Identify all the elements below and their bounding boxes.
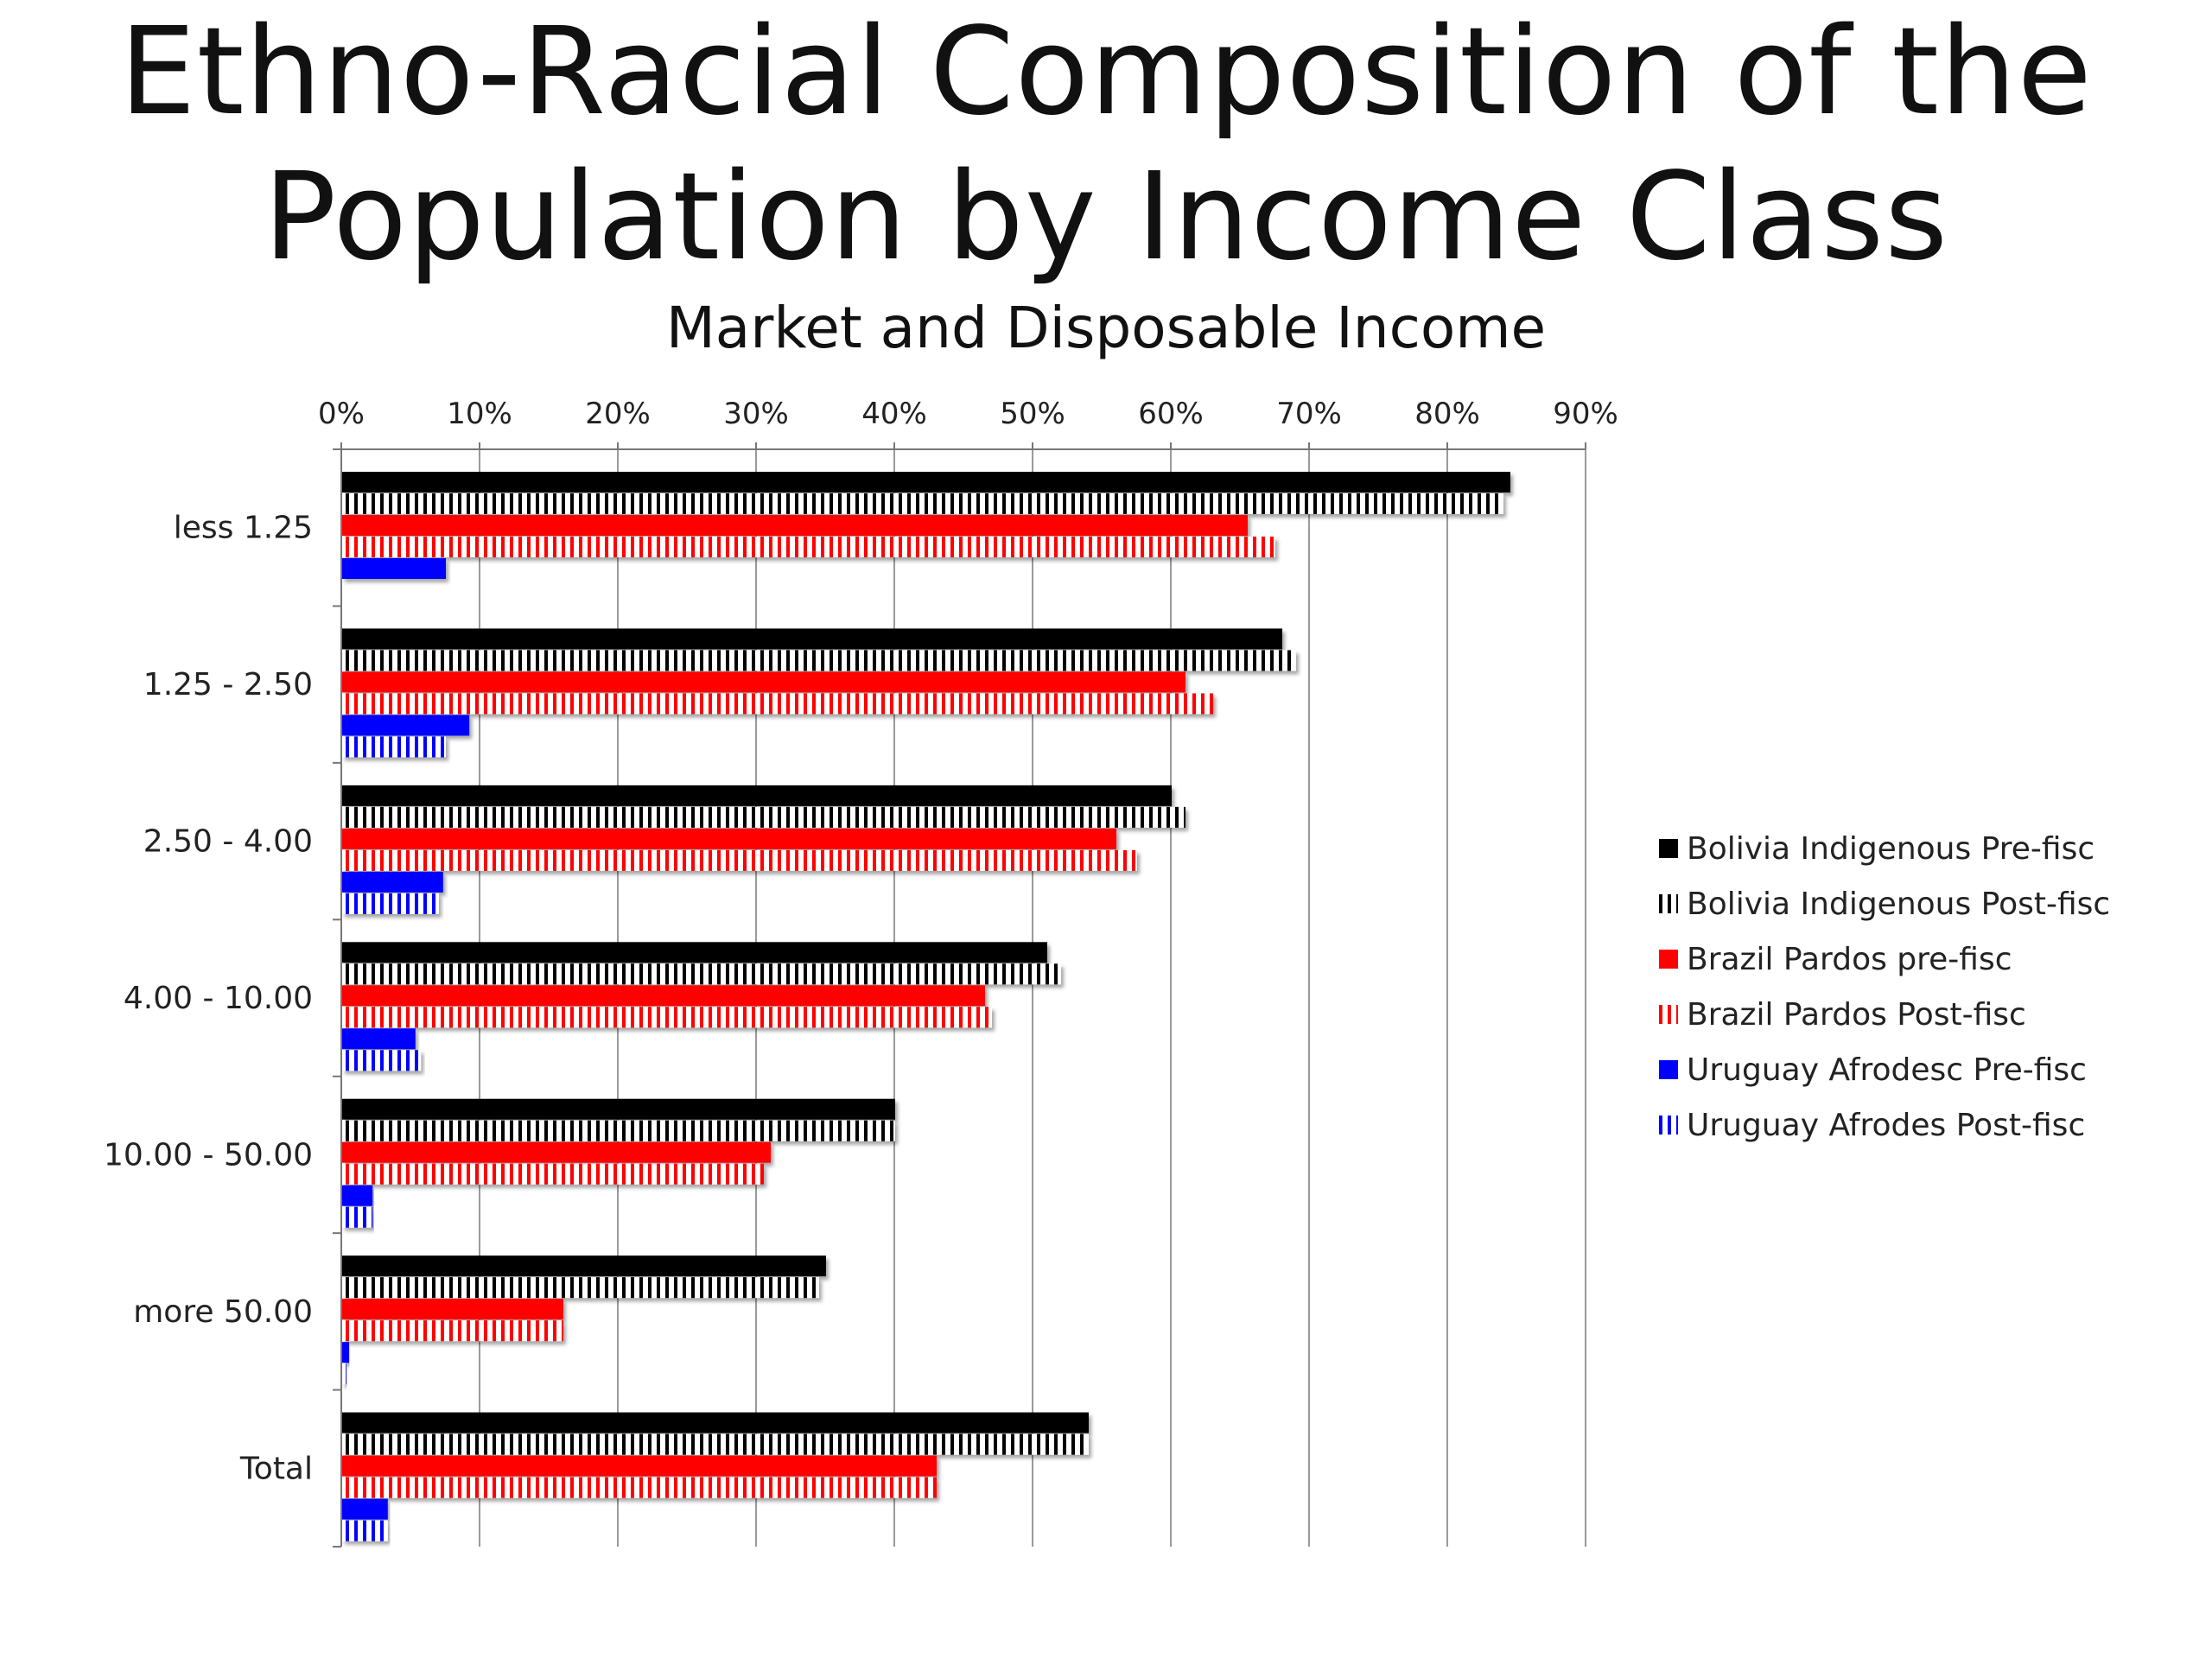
- bar: [342, 985, 985, 1007]
- legend-item: Uruguay Afrodesc Pre-fisc: [1659, 1042, 2110, 1097]
- bar: [342, 515, 1248, 536]
- legend-label: Bolivia Indigenous Pre-fisc: [1687, 830, 2095, 867]
- category-label: more 50.00: [133, 1294, 313, 1330]
- legend-swatch: [1659, 894, 1678, 913]
- x-tick-label: 20%: [585, 397, 651, 431]
- x-tick-label: 70%: [1276, 397, 1342, 431]
- category-label: Total: [239, 1451, 313, 1486]
- legend-swatch: [1659, 1116, 1678, 1135]
- legend-item: Uruguay Afrodes Post-fisc: [1659, 1097, 2110, 1153]
- bar: [342, 1433, 1089, 1455]
- bar: [342, 736, 446, 758]
- bar: [342, 963, 1061, 985]
- bar: [342, 1098, 895, 1120]
- chart-subtitle: Market and Disposable Income: [665, 295, 1547, 361]
- y-axis-categories: less 1.25 1.25 - 2.50 2.50 - 4.00 4.00 - 10…: [104, 511, 313, 1487]
- bar: [342, 1050, 422, 1071]
- bar: [342, 558, 446, 579]
- legend-label: Uruguay Afrodes Post-fisc: [1687, 1107, 2086, 1143]
- bar: [342, 871, 443, 893]
- bar: [342, 1412, 1089, 1433]
- bar: [342, 1277, 819, 1299]
- legend-item: Brazil Pardos pre-fisc: [1659, 931, 2110, 987]
- bar: [342, 806, 1185, 828]
- legend-label: Brazil Pardos Post-fisc: [1687, 996, 2026, 1033]
- legend-swatch: [1659, 1060, 1678, 1079]
- x-tick-label: 10%: [447, 397, 512, 431]
- bar: [342, 650, 1296, 671]
- bar: [342, 493, 1503, 514]
- bar: [342, 1320, 563, 1342]
- x-tick-label: 50%: [1000, 397, 1065, 431]
- category-label: 2.50 - 4.00: [143, 824, 313, 860]
- bar: [342, 537, 1275, 557]
- bar: [342, 1299, 563, 1320]
- legend-label: Bolivia Indigenous Post-fisc: [1687, 886, 2111, 922]
- legend-swatch: [1659, 839, 1678, 858]
- chart-title-line-2: Population by Income Class: [263, 147, 1949, 288]
- x-axis-ticks: 0% 10% 20% 30% 40% 50% 60% 70% 80% 90%: [318, 397, 1618, 449]
- bar: [342, 1363, 346, 1385]
- category-label: 4.00 - 10.00: [124, 981, 313, 1016]
- bar: [342, 671, 1185, 693]
- x-tick-label: 60%: [1138, 397, 1204, 431]
- bar: [342, 1007, 992, 1028]
- bar: [342, 1255, 826, 1277]
- category-label: 1.25 - 2.50: [143, 667, 313, 702]
- bar: [342, 628, 1282, 650]
- category-label: 10.00 - 50.00: [104, 1137, 313, 1173]
- bar: [342, 942, 1047, 963]
- x-tick-label: 80%: [1414, 397, 1480, 431]
- chart-title-line-1: Ethno-Racial Composition of the: [119, 2, 2093, 143]
- axes: [333, 448, 1586, 1548]
- bar: [342, 849, 1137, 871]
- category-label: less 1.25: [174, 511, 313, 546]
- bar: [342, 785, 1172, 806]
- bar: [342, 693, 1213, 715]
- x-tick-label: 40%: [861, 397, 927, 431]
- x-tick-label: 90%: [1553, 397, 1618, 431]
- bar: [342, 1520, 388, 1541]
- bar: [342, 1163, 764, 1185]
- title-block: Ethno-Racial Composition of the Populati…: [0, 0, 2212, 363]
- bar: [342, 1477, 937, 1498]
- legend: Bolivia Indigenous Pre-fisc Bolivia Indi…: [1659, 821, 2110, 1153]
- legend-item: Brazil Pardos Post-fisc: [1659, 987, 2110, 1042]
- bar: [342, 1498, 388, 1520]
- legend-item: Bolivia Indigenous Post-fisc: [1659, 876, 2110, 931]
- bar: [342, 715, 470, 736]
- bar: [342, 893, 439, 914]
- legend-item: Bolivia Indigenous Pre-fisc: [1659, 821, 2110, 876]
- bars: [342, 472, 1510, 1541]
- bar: [342, 1120, 895, 1141]
- bar: [342, 1185, 373, 1206]
- bar: [342, 828, 1116, 849]
- bar: [342, 1206, 373, 1228]
- bar: [342, 1141, 771, 1163]
- legend-swatch: [1659, 1005, 1678, 1024]
- legend-swatch: [1659, 950, 1678, 969]
- bar: [342, 1342, 349, 1363]
- x-tick-label: 30%: [723, 397, 789, 431]
- bar: [342, 1455, 937, 1477]
- x-tick-label: 0%: [318, 397, 365, 431]
- bar: [342, 1028, 416, 1050]
- bar: [342, 472, 1510, 493]
- legend-label: Uruguay Afrodesc Pre-fisc: [1687, 1052, 2087, 1088]
- legend-label: Brazil Pardos pre-fisc: [1687, 941, 2012, 977]
